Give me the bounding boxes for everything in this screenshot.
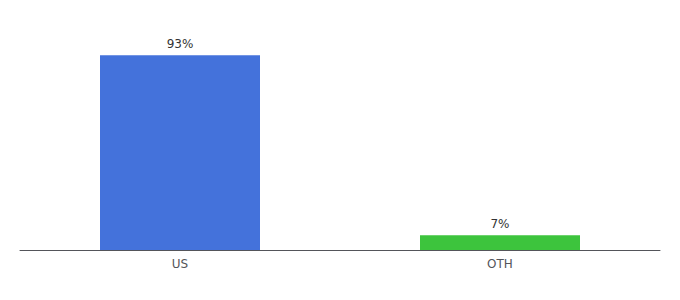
svg-text:OTH: OTH	[487, 257, 513, 271]
svg-text:93%: 93%	[167, 37, 194, 51]
svg-text:7%: 7%	[490, 217, 509, 231]
svg-text:US: US	[172, 257, 188, 271]
